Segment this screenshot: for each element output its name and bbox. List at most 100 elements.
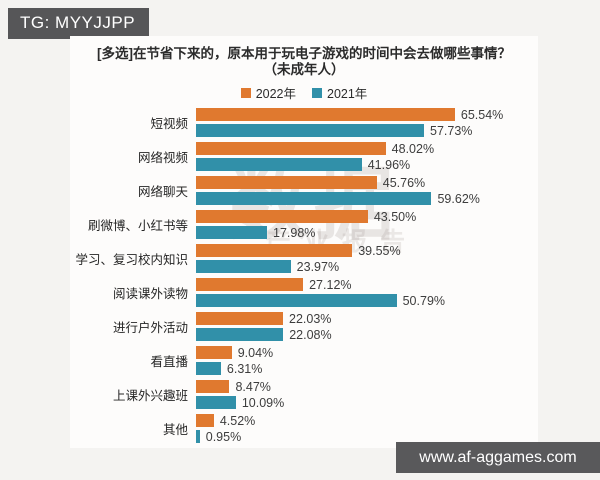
bar-value-label: 48.02%: [391, 141, 435, 156]
bar-2022年: [196, 312, 284, 325]
bar-row: 0.95%: [196, 429, 538, 444]
bar-row: 27.12%: [196, 277, 538, 292]
bar-value-label: 45.76%: [382, 175, 426, 190]
bar-row: 57.73%: [196, 123, 538, 138]
chart-subtitle: （未成年人）: [263, 62, 345, 77]
bar-row: 45.76%: [196, 175, 538, 190]
bar-2021年: [196, 192, 432, 205]
bar-2021年: [196, 362, 221, 375]
legend-item-2021年: 2021年: [312, 83, 367, 102]
category-label: 刷微博、小红书等: [87, 219, 188, 233]
bar-2021年: [196, 158, 362, 171]
bar-value-label: 50.79%: [402, 293, 446, 308]
bars-container: 8.47% 10.09%: [196, 379, 538, 410]
bar-row: 22.03%: [196, 311, 538, 326]
chart-group: 阅读课外读物 27.12% 50.79%: [70, 277, 538, 308]
bar-2022年: [196, 414, 214, 427]
bar-row: 65.54%: [196, 107, 538, 122]
chart-group: 看直播 9.04% 6.31%: [70, 345, 538, 376]
chart-group: 上课外兴趣班 8.47% 10.09%: [70, 379, 538, 410]
bar-row: 50.79%: [196, 293, 538, 308]
bar-2021年: [196, 226, 268, 239]
bars-container: 4.52% 0.95%: [196, 413, 538, 444]
category-label: 网络聊天: [137, 185, 188, 199]
bar-row: 43.50%: [196, 209, 538, 224]
bar-2021年: [196, 260, 291, 273]
bar-value-label: 6.31%: [226, 361, 263, 376]
bars-container: 27.12% 50.79%: [196, 277, 538, 308]
bar-2022年: [196, 278, 304, 291]
chart-panel: [多选]在节省下来的，原本用于玩电子游戏的时间中会去做哪些事情？ （未成年人） …: [70, 36, 538, 448]
telegram-badge: TG: MYYJJPP: [8, 8, 150, 39]
bar-value-label: 0.95%: [205, 429, 242, 444]
bar-value-label: 17.98%: [273, 225, 316, 240]
bars-container: 48.02% 41.96%: [196, 141, 538, 172]
legend-label: 2021年: [327, 87, 368, 101]
bar-value-label: 43.50%: [373, 209, 417, 224]
bar-2022年: [196, 108, 455, 121]
bar-row: 17.98%: [196, 225, 538, 240]
bar-value-label: 22.03%: [289, 311, 332, 326]
bars-container: 65.54% 57.73%: [196, 107, 538, 138]
bar-row: 6.31%: [196, 361, 538, 376]
bar-2021年: [196, 294, 397, 307]
category-label: 上课外兴趣班: [112, 389, 188, 403]
bars-container: 45.76% 59.62%: [196, 175, 538, 206]
legend-swatch-icon: [240, 87, 251, 98]
category-label: 学习、复习校内知识: [75, 253, 188, 267]
chart-group: 其他 4.52% 0.95%: [70, 413, 538, 444]
chart-group: 网络视频 48.02% 41.96%: [70, 141, 538, 172]
bar-row: 10.09%: [196, 395, 538, 410]
legend-label: 2022年: [255, 87, 296, 101]
bar-row: 8.47%: [196, 379, 538, 394]
chart-group: 学习、复习校内知识 39.55% 23.97%: [70, 243, 538, 274]
bar-value-label: 9.04%: [237, 345, 274, 360]
bars-container: 39.55% 23.97%: [196, 243, 538, 274]
bar-2022年: [196, 210, 368, 223]
category-label: 网络视频: [137, 151, 188, 165]
bars-container: 43.50% 17.98%: [196, 209, 538, 240]
bar-2021年: [196, 328, 284, 341]
bar-value-label: 4.52%: [219, 413, 256, 428]
bar-value-label: 59.62%: [437, 191, 480, 206]
bar-2022年: [196, 142, 386, 155]
bars-container: 22.03% 22.08%: [196, 311, 538, 342]
bar-row: 41.96%: [196, 157, 538, 172]
bar-value-label: 10.09%: [241, 395, 285, 410]
bar-row: 59.62%: [196, 191, 538, 206]
bar-value-label: 39.55%: [358, 243, 401, 258]
bar-2021年: [196, 396, 236, 409]
bar-2022年: [196, 244, 353, 257]
bar-value-label: 27.12%: [309, 277, 352, 292]
chart-group: 短视频 65.54% 57.73%: [70, 107, 538, 138]
category-label: 进行户外活动: [112, 321, 188, 335]
bar-value-label: 22.08%: [289, 327, 332, 342]
bar-row: 4.52%: [196, 413, 538, 428]
bar-2022年: [196, 380, 230, 393]
category-label: 阅读课外读物: [112, 287, 188, 301]
bar-row: 23.97%: [196, 260, 538, 274]
bar-value-label: 8.47%: [235, 379, 271, 394]
category-label: 短视频: [150, 117, 188, 131]
bar-2021年: [196, 430, 200, 443]
bar-2021年: [196, 124, 425, 137]
bar-value-label: 57.73%: [430, 123, 473, 138]
legend-swatch-icon: [312, 87, 322, 98]
bar-row: 22.08%: [196, 327, 538, 342]
website-watermark: www.af-aggames.com: [396, 442, 600, 473]
bar-2022年: [196, 176, 377, 189]
bar-value-label: 41.96%: [367, 157, 411, 172]
chart-legend: 2022年 2021年: [70, 83, 538, 102]
chart-group: 刷微博、小红书等 43.50% 17.98%: [70, 209, 538, 240]
bars-container: 9.04% 6.31%: [196, 345, 538, 376]
chart-group: 网络聊天 45.76% 59.62%: [70, 175, 538, 206]
chart-group: 进行户外活动 22.03% 22.08%: [70, 311, 538, 342]
legend-item-2022年: 2022年: [240, 83, 296, 102]
bar-row: 48.02%: [196, 141, 538, 156]
bar-row: 39.55%: [196, 243, 538, 258]
bar-row: 9.04%: [196, 345, 538, 360]
bar-2022年: [196, 346, 232, 359]
category-label: 看直播: [150, 355, 188, 369]
bar-value-label: 65.54%: [460, 107, 504, 122]
